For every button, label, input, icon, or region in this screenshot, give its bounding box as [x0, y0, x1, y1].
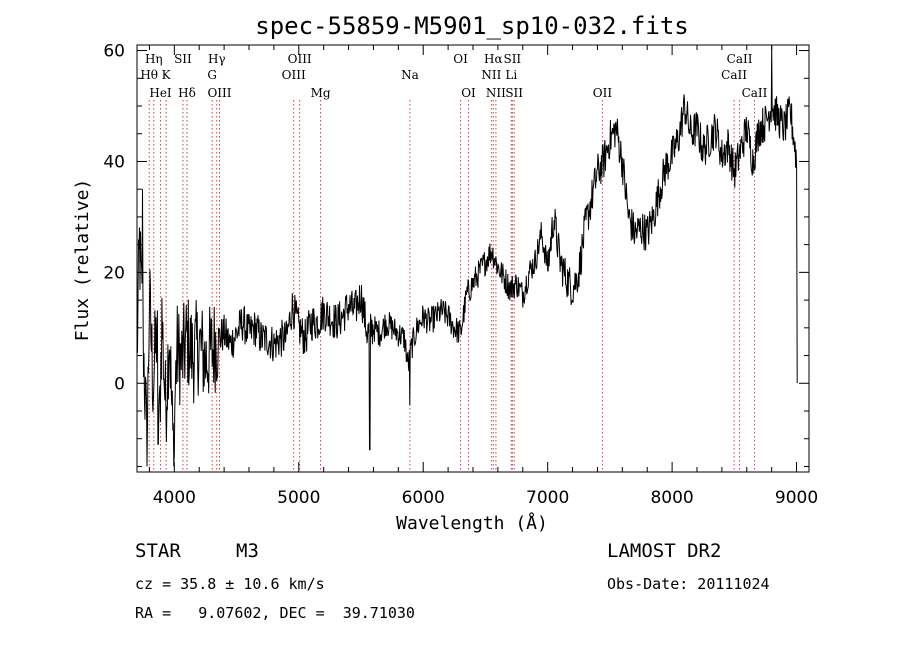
- x-tick-label: 5000: [277, 488, 320, 508]
- spectral-line-label: Mg: [311, 86, 331, 100]
- redshift-value: cz = 35.8 ± 10.6 km/s: [135, 575, 325, 593]
- spectral-line-label: Hα: [484, 52, 503, 66]
- spectral-line-label: G: [207, 68, 217, 82]
- plot-frame: [136, 44, 810, 473]
- x-tick-label: 6000: [402, 488, 445, 508]
- spectral-line-label: SII: [505, 86, 523, 100]
- chart-title: spec-55859-M5901_sp10-032.fits: [255, 12, 688, 40]
- spectral-line-label: K: [162, 68, 172, 82]
- spectral-line-label: OII: [593, 86, 613, 100]
- x-tick-label: 9000: [775, 488, 818, 508]
- y-tick-label: 40: [103, 152, 125, 172]
- spectral-line-label: NII: [486, 86, 506, 100]
- spectral-line-markers: [148, 100, 755, 472]
- spectral-line-label: Na: [401, 68, 419, 82]
- y-tick-label: 60: [103, 42, 125, 62]
- y-axis-label: Flux (relative): [72, 179, 93, 342]
- spectral-line-label: Hη: [145, 52, 163, 66]
- spectral-line-label: CaII: [721, 68, 747, 82]
- y-tick-label: 0: [114, 374, 125, 394]
- y-tick-label: 20: [103, 263, 125, 283]
- spectral-line-label: OI: [453, 52, 468, 66]
- spectral-line-label: OIII: [282, 68, 306, 82]
- spectral-line-label: CaII: [727, 52, 753, 66]
- spectral-line-label: NII: [481, 68, 501, 82]
- x-tick-label: 8000: [650, 488, 693, 508]
- spectral-line-label: Li: [505, 68, 517, 82]
- spectral-line-label: OIII: [288, 52, 312, 66]
- spectral-line-label: SII: [503, 52, 521, 66]
- x-axis-label: Wavelength (Å): [396, 512, 548, 534]
- spectral-line-label: SII: [174, 52, 192, 66]
- spectral-line-label: HeI: [149, 86, 172, 100]
- spectral-line-label: OIII: [207, 86, 231, 100]
- spectrum-line: [136, 46, 798, 467]
- spectral-line-label: OI: [461, 86, 476, 100]
- survey-name: LAMOST DR2: [607, 540, 722, 562]
- object-subclass: M3: [236, 540, 259, 562]
- spectral-line-label: Hγ: [208, 52, 226, 66]
- spectral-line-label: Hδ: [178, 86, 196, 100]
- spectral-line-label: CaII: [742, 86, 768, 100]
- spectral-line-label: Hθ: [140, 68, 158, 82]
- object-class: STAR: [135, 540, 181, 562]
- axis-ticks: 4000 5000 6000 7000 8000 9000 0 20 40 60: [103, 42, 818, 508]
- x-tick-label: 7000: [526, 488, 569, 508]
- sky-coordinates: RA = 9.07602, DEC = 39.71030: [135, 604, 415, 622]
- observation-date: Obs-Date: 20111024: [607, 575, 770, 593]
- x-tick-label: 4000: [153, 488, 196, 508]
